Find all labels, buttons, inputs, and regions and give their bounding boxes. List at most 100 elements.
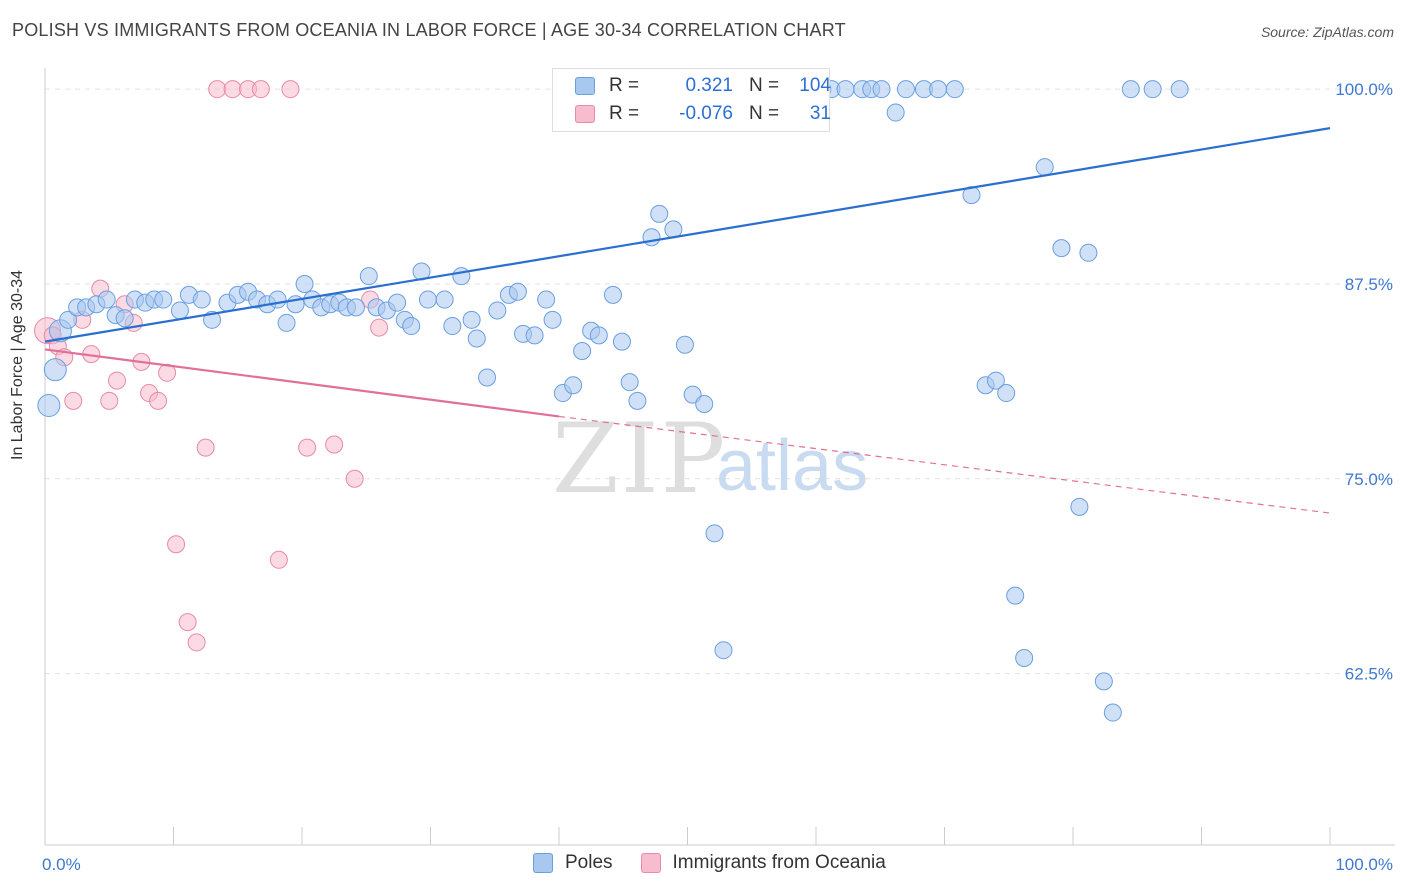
poles-point [488, 301, 507, 320]
poles-point [1035, 158, 1054, 177]
oceania-point [345, 469, 364, 488]
y-tick-label: 75.0% [1345, 470, 1393, 489]
poles-point [705, 524, 724, 543]
stats-legend: R = 0.321 N = 104 R = -0.076 N = 31 [552, 68, 831, 132]
poles-point [277, 313, 296, 332]
poles-point [603, 285, 622, 304]
poles-point [59, 310, 78, 329]
poles-point [628, 391, 647, 410]
poles-point [564, 376, 583, 395]
watermark-zip: ZIP [552, 403, 727, 515]
legend-r-value: -0.076 [679, 103, 733, 124]
y-tick-label: 62.5% [1345, 665, 1393, 684]
source-label: Source: ZipAtlas.com [1260, 24, 1394, 40]
poles-point [452, 267, 471, 286]
legend-n-label: N = [749, 103, 780, 124]
poles-point [359, 267, 378, 286]
poles-point [612, 332, 631, 351]
poles-point [1015, 648, 1034, 667]
legend-poles-label: Poles [565, 852, 613, 873]
poles-point [589, 326, 608, 345]
poles-point [650, 204, 669, 223]
legend-item-oceania: Immigrants from Oceania [640, 852, 886, 874]
series-legend: Poles Immigrants from Oceania [533, 852, 914, 874]
legend-r-label: R = [609, 75, 640, 96]
poles-point [462, 310, 481, 329]
trendlines [44, 127, 1331, 514]
poles-point [37, 394, 61, 418]
poles-point [986, 371, 1005, 390]
oceania-point [223, 80, 242, 99]
poles-point [543, 310, 562, 329]
poles-point [714, 641, 733, 660]
oceania-point [100, 391, 119, 410]
poles-point [896, 80, 915, 99]
oceania-point [149, 391, 168, 410]
poles-point [1052, 239, 1071, 258]
watermark: ZIP atlas [552, 403, 868, 515]
poles-point [115, 309, 134, 328]
oceania-trendline-extension [558, 415, 1331, 514]
poles-point [675, 335, 694, 354]
poles-point [573, 341, 592, 360]
poles-point [388, 293, 407, 312]
poles-point [478, 368, 497, 387]
poles-point [872, 80, 891, 99]
oceania-legend-swatch [640, 853, 661, 873]
oceania-point [64, 391, 83, 410]
poles-point [1070, 497, 1089, 516]
poles-point [402, 317, 421, 336]
poles-point [836, 80, 855, 99]
oceania-point [298, 438, 317, 457]
poles-point [695, 394, 714, 413]
oceania-point [178, 613, 197, 632]
poles-point [418, 290, 437, 309]
tick-labels: 62.5% 75.0% 87.5% 100.0% 0.0% 100.0% [42, 80, 1393, 874]
x-tick-label: 100.0% [1335, 855, 1393, 874]
poles-point [886, 103, 905, 122]
oceania-point [187, 633, 206, 652]
oceania-point [251, 80, 270, 99]
poles-point [97, 290, 116, 309]
legend-r-label: R = [609, 103, 640, 124]
legend-oceania-label: Immigrants from Oceania [672, 852, 886, 873]
poles-point [435, 290, 454, 309]
watermark-atlas: atlas [716, 426, 868, 506]
legend-r-value: 0.321 [685, 75, 733, 96]
poles-point [620, 373, 639, 392]
oceania-point [208, 80, 227, 99]
poles-point [929, 80, 948, 99]
poles-point [154, 290, 173, 309]
y-tick-label: 87.5% [1345, 275, 1393, 294]
poles-trendline [44, 127, 1331, 343]
poles-point [192, 290, 211, 309]
poles-point [537, 290, 556, 309]
series-oceania-points [34, 80, 389, 652]
legend-n-value: 104 [799, 75, 831, 96]
poles-point [1143, 80, 1162, 99]
axes [44, 68, 1395, 846]
poles-point [295, 274, 314, 293]
legend-n-value: 31 [809, 103, 831, 124]
oceania-point [269, 550, 288, 569]
legend-n-label: N = [749, 75, 780, 96]
gridlines [45, 88, 1395, 675]
poles-point [268, 290, 287, 309]
oceania-point [281, 80, 300, 99]
poles-point [467, 329, 486, 348]
poles-point [997, 384, 1016, 403]
poles-point [1094, 672, 1113, 691]
poles-point [642, 228, 661, 247]
oceania-point [325, 435, 344, 454]
chart-title: POLISH VS IMMIGRANTS FROM OCEANIA IN LAB… [12, 20, 846, 40]
series-poles-points [37, 80, 1189, 722]
legend-row-oceania: R = -0.076 N = 31 [553, 102, 831, 126]
poles-point [43, 358, 67, 382]
legend-row-poles: R = 0.321 N = 104 [553, 74, 831, 98]
x-tick-label: 0.0% [42, 855, 81, 874]
poles-point [1170, 80, 1189, 99]
oceania-trendline [44, 348, 560, 418]
poles-point [1006, 586, 1025, 605]
oceania-point [370, 318, 389, 337]
poles-point [1079, 243, 1098, 262]
